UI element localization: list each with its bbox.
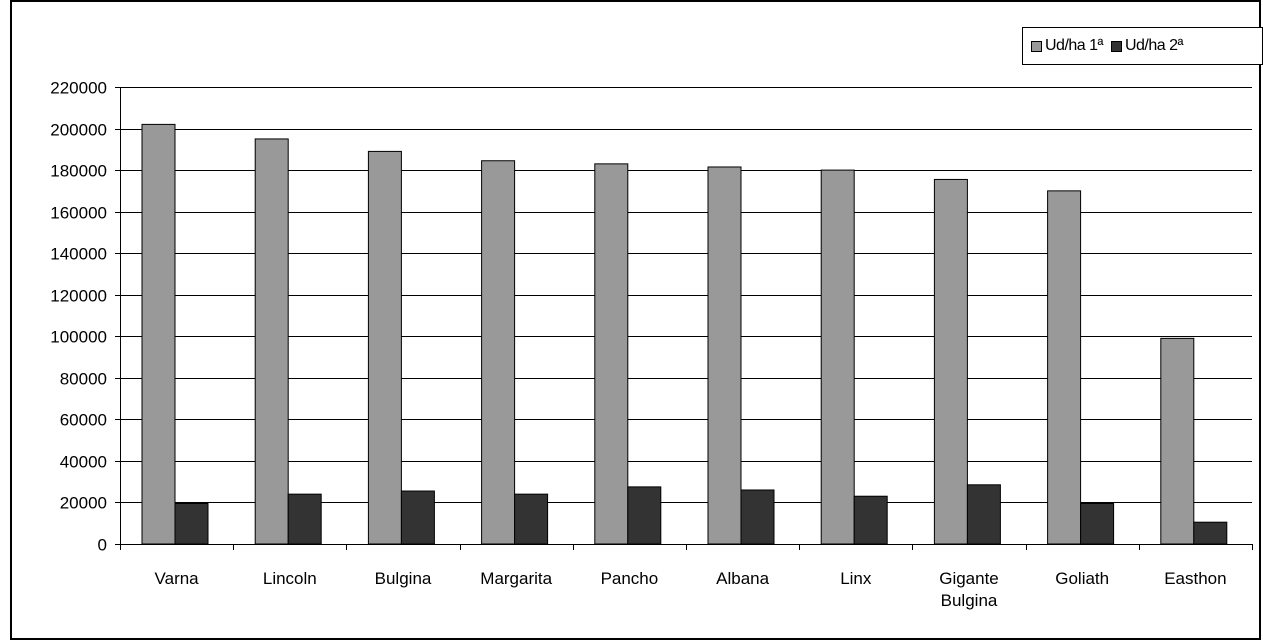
bar-series-1-0 bbox=[141, 123, 176, 545]
legend-swatch-series-2 bbox=[1110, 40, 1122, 52]
y-tick-label-6: 120000 bbox=[50, 287, 107, 306]
x-category-label-4: Pancho bbox=[601, 569, 659, 588]
legend: Ud/ha 1ª Ud/ha 2ª bbox=[1022, 27, 1263, 65]
bar-series-1-3 bbox=[481, 160, 516, 545]
y-tick-label-8: 160000 bbox=[50, 204, 107, 223]
bar-series-2-9 bbox=[1193, 521, 1228, 545]
y-tick-label-7: 140000 bbox=[50, 245, 107, 264]
bar-series-2-3 bbox=[514, 493, 549, 545]
x-category-label-0: Varna bbox=[155, 569, 200, 588]
bar-series-1-2 bbox=[367, 150, 402, 545]
bar-series-2-2 bbox=[400, 490, 435, 545]
y-tick-label-10: 200000 bbox=[50, 121, 107, 140]
bar-series-2-1 bbox=[287, 493, 322, 545]
bar-series-2-6 bbox=[853, 495, 888, 545]
bar-series-1-5 bbox=[707, 166, 742, 545]
y-tick-label-5: 100000 bbox=[50, 328, 107, 347]
y-tick-label-4: 80000 bbox=[60, 370, 107, 389]
x-category-label-5: Albana bbox=[716, 569, 769, 588]
legend-item-series-2: Ud/ha 2ª bbox=[1110, 37, 1183, 55]
y-tick-label-3: 60000 bbox=[60, 411, 107, 430]
bar-series-2-5 bbox=[740, 489, 775, 545]
x-category-label-7: Gigante Bulgina bbox=[939, 569, 999, 610]
legend-label-series-1: Ud/ha 1ª bbox=[1045, 37, 1103, 54]
bar-series-1-4 bbox=[594, 163, 629, 545]
bar-series-1-6 bbox=[820, 169, 855, 545]
bar-series-1-8 bbox=[1047, 190, 1082, 545]
bar-series-1-1 bbox=[254, 138, 289, 545]
x-category-label-2: Bulgina bbox=[375, 569, 432, 588]
legend-item-series-1: Ud/ha 1ª bbox=[1031, 37, 1103, 55]
x-category-label-8: Goliath bbox=[1055, 569, 1109, 588]
x-category-label-9: Easthon bbox=[1164, 569, 1226, 588]
x-category-label-3: Margarita bbox=[480, 569, 552, 588]
bar-series-2-4 bbox=[627, 486, 662, 545]
y-tick-label-2: 40000 bbox=[60, 453, 107, 472]
bar-series-2-8 bbox=[1080, 502, 1115, 545]
bar-series-2-7 bbox=[966, 484, 1001, 545]
y-tick-label-1: 20000 bbox=[60, 494, 107, 513]
bar-series-2-0 bbox=[174, 502, 209, 545]
legend-swatch-series-1 bbox=[1031, 40, 1042, 52]
x-category-label-1: Lincoln bbox=[263, 569, 317, 588]
y-tick-label-9: 180000 bbox=[50, 162, 107, 181]
y-tick-label-0: 0 bbox=[98, 536, 107, 555]
legend-label-series-2: Ud/ha 2ª bbox=[1124, 37, 1183, 54]
y-tick-label-11: 220000 bbox=[50, 79, 107, 98]
bar-series-1-7 bbox=[933, 178, 968, 545]
bar-series-1-9 bbox=[1160, 337, 1195, 545]
x-category-label-6: Linx bbox=[840, 569, 872, 588]
